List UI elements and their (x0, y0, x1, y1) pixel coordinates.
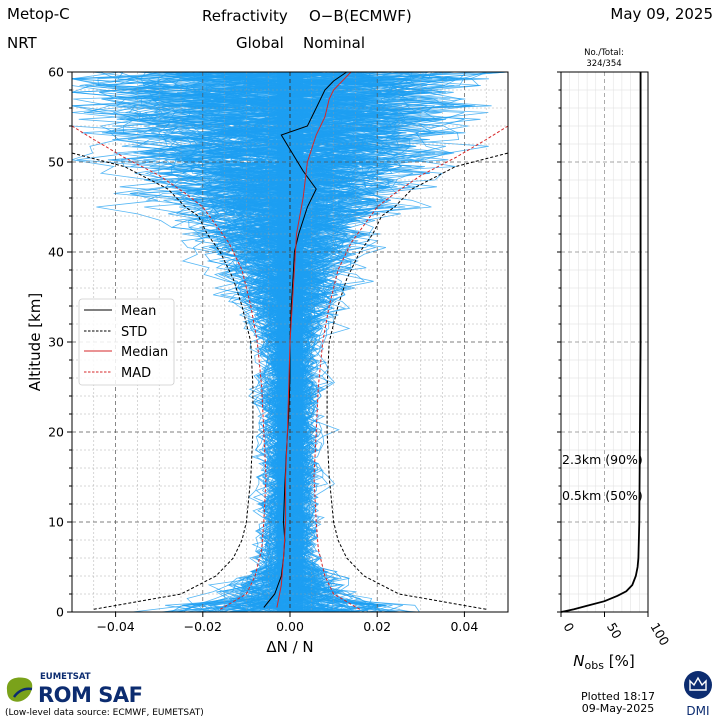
x-tick-label: 0.04 (450, 619, 478, 634)
nobs-plot: 0 50 100 (557, 71, 672, 648)
x-axis-label: ΔN / N (266, 638, 313, 656)
plot-date: May 09, 2025 (610, 5, 713, 23)
product-name: Refractivity (202, 7, 288, 25)
nobs-x-tick-label: 50 (604, 620, 625, 641)
romsaf-leaf-icon (6, 677, 33, 702)
main-axis-ticks: −0.04 −0.02 0.00 0.02 0.04 0 10 20 30 40 50 60 (48, 65, 478, 635)
nobs-curve (560, 72, 642, 613)
y-tick-label: 30 (48, 335, 64, 350)
legend-median-label: Median (121, 345, 168, 360)
x-tick-label: 0.00 (276, 619, 304, 634)
y-tick-label: 60 (48, 65, 64, 80)
dmi-label: DMI (686, 704, 709, 718)
plotted-date: 09-May-2025 (582, 702, 654, 715)
region-name: Global (236, 34, 284, 52)
legend-box (78, 298, 175, 386)
data-source-note: (Low-level data source: ECMWF, EUMETSAT) (5, 708, 204, 718)
romsaf-logo (6, 677, 33, 702)
y-tick-label: 10 (48, 515, 64, 530)
eumetsat-label: EUMETSAT (40, 672, 91, 682)
nobs-line (560, 72, 642, 613)
x-tick-label: −0.02 (184, 619, 222, 634)
annotation-50pct: 0.5km (50%) (562, 488, 643, 503)
comparison-name: O−B(ECMWF) (309, 7, 412, 25)
main-plot: −0.04 −0.02 0.00 0.02 0.04 0 10 20 30 40 50 60 (48, 65, 509, 635)
legend-mean-label: Mean (121, 304, 156, 319)
processing-mode: NRT (7, 34, 37, 52)
x-tick-label: 0.02 (363, 619, 391, 634)
legend-std-label: STD (121, 325, 147, 340)
romsaf-brand: ROM SAF (38, 683, 142, 707)
series-mad-left (71, 125, 267, 610)
annotation-90pct: 2.3km (90%) (562, 452, 643, 467)
nobs-count-label: No./Total: (584, 48, 624, 58)
summary-lines (71, 71, 509, 610)
x-tick-label: −0.04 (96, 619, 134, 634)
legend: Mean STD Median MAD (78, 298, 175, 386)
y-axis-label: Altitude [km] (26, 293, 44, 391)
y-tick-label: 0 (56, 605, 64, 620)
romsaf-swoosh-icon (12, 687, 33, 698)
nobs-x-tick-label: 0 (560, 620, 577, 634)
y-tick-label: 40 (48, 245, 64, 260)
nobs-count-value: 324/354 (586, 59, 621, 69)
profile-line (203, 71, 455, 613)
legend-mad-label: MAD (121, 366, 151, 381)
crown-shape-icon (689, 676, 707, 691)
y-tick-label: 20 (48, 425, 64, 440)
setting-name: Nominal (303, 34, 366, 52)
dmi-crown-icon (684, 671, 712, 699)
series-mad-right (313, 125, 509, 610)
dmi-logo: DMI (684, 671, 712, 718)
nobs-axis-label: Nobs [%] (573, 652, 634, 672)
plotted-time: Plotted 18:17 (581, 690, 655, 703)
y-tick-label: 50 (48, 155, 64, 170)
nobs-grid (560, 71, 649, 613)
satellite-name: Metop-C (7, 5, 70, 23)
series-median (276, 71, 352, 608)
nobs-x-tick-label: 100 (647, 620, 672, 648)
